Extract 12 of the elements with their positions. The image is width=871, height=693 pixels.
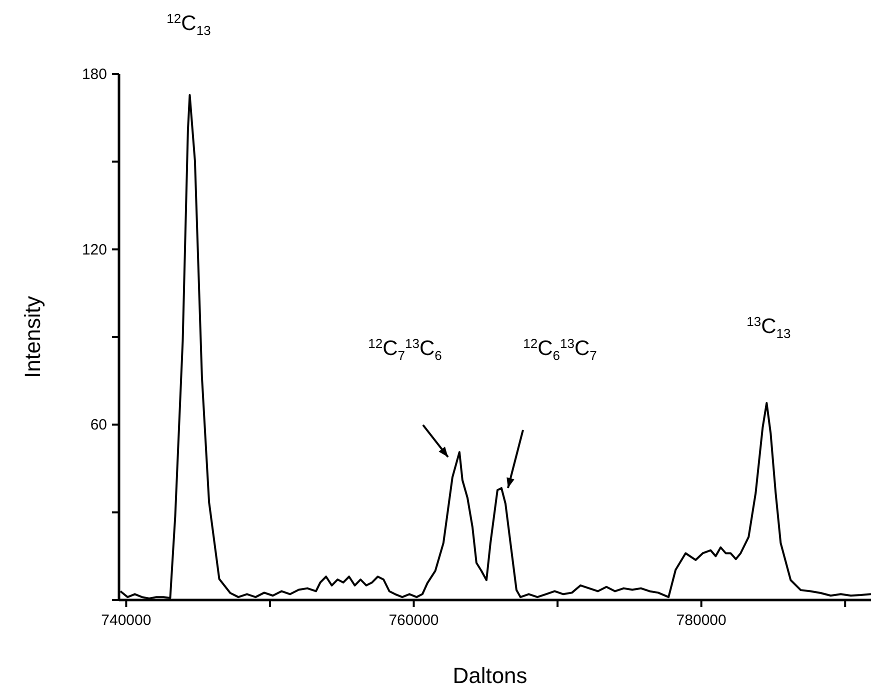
y-tick-label: 120 [82, 241, 107, 258]
x-axis-title: Daltons [452, 663, 528, 688]
y-axis-title: Intensity [20, 296, 45, 378]
x-tick-label: 760000 [388, 612, 439, 629]
x-tick-label: 780000 [676, 612, 726, 629]
annotation: $^{12}$C$_{6}$$^{13}$C$_{7}$ [523, 336, 597, 363]
annotation: $^{12}$C$_{7}$$^{13}$C$_{6}$ [368, 336, 442, 363]
annotation: $^{12}$C$_{13}$ [166, 10, 211, 38]
annotation: $^{13}$C$_{13}$ [746, 314, 791, 341]
y-tick-label: 60 [90, 416, 107, 434]
x-tick-label: 740000 [101, 612, 152, 629]
y-tick-label: 180 [82, 66, 107, 83]
